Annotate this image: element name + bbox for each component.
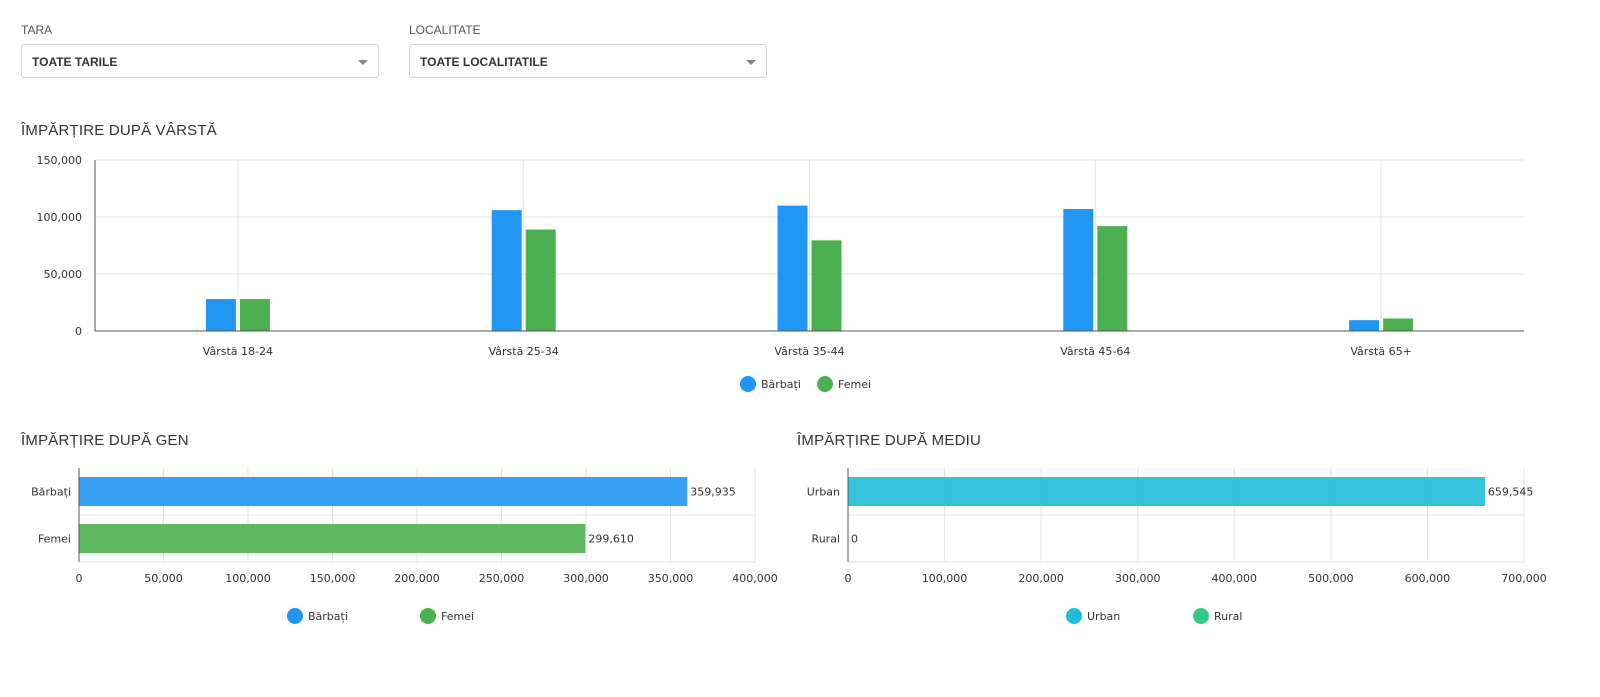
y-tick-label: Femei [38,533,71,546]
x-tick-label: 100,000 [922,572,968,585]
x-tick-label: Vârstă 25-34 [489,345,559,358]
bar-barbati [205,299,236,331]
x-tick-label: Vârstă 45-64 [1060,345,1130,358]
bar-barbati [1349,320,1380,331]
legend-marker [287,608,303,624]
x-tick-label: 300,000 [563,572,609,585]
tara-select-value: TOATE TARILE [32,55,118,69]
y-tick-label: Bărbați [31,486,71,499]
data-label: 299,610 [588,533,634,546]
data-label: 659,545 [1488,486,1534,499]
bar-femei [1383,318,1414,331]
x-tick-label: Vârstă 18-24 [203,345,273,358]
x-tick-label: 0 [76,572,83,585]
legend-marker [420,608,436,624]
legend-label: Femei [838,378,871,391]
y-tick-label: Urban [807,486,840,499]
legend-label: Bărbați [761,378,801,391]
x-tick-label: Vârstă 65+ [1350,345,1411,358]
tara-label: TARA [21,23,53,37]
x-tick-label: 200,000 [1018,572,1064,585]
age-chart-title: ÎMPĂRȚIRE DUPĂ VÂRSTĂ [21,122,217,139]
x-tick-label: Vârstă 35-44 [774,345,844,358]
x-tick-label: 0 [845,572,852,585]
y-tick-label: 0 [75,325,82,338]
y-tick-label: Rural [812,533,840,546]
bar-urban [848,477,1485,506]
localitate-label: LOCALITATE [409,23,481,37]
y-tick-label: 150,000 [37,154,83,167]
chevron-down-icon [358,60,368,65]
x-tick-label: 250,000 [479,572,525,585]
bar-femei [1097,226,1128,331]
x-tick-label: 400,000 [732,572,778,585]
bar-barbati [1063,209,1094,331]
environment-chart-title: ÎMPĂRȚIRE DUPĂ MEDIU [797,432,982,449]
y-tick-label: 100,000 [37,211,83,224]
x-tick-label: 200,000 [394,572,440,585]
legend-marker [740,376,756,392]
legend-label: Urban [1087,610,1120,623]
bar-femei [79,524,586,553]
x-tick-label: 100,000 [225,572,271,585]
bar-barbati [491,210,522,331]
tara-select[interactable]: TOATE TARILE [21,44,379,78]
x-tick-label: 150,000 [310,572,356,585]
bar-barbati [777,205,808,331]
localitate-select[interactable]: TOATE LOCALITATILE [409,44,767,78]
x-tick-label: 700,000 [1501,572,1547,585]
localitate-select-value: TOATE LOCALITATILE [420,55,548,69]
legend-marker [817,376,833,392]
x-tick-label: 600,000 [1405,572,1451,585]
x-tick-label: 500,000 [1308,572,1354,585]
bar-femei [525,229,556,331]
data-label: 359,935 [690,486,736,499]
x-tick-label: 400,000 [1212,572,1258,585]
legend-marker [1193,608,1209,624]
data-label: 0 [851,533,858,546]
x-tick-label: 50,000 [144,572,183,585]
legend-label: Femei [441,610,474,623]
gender-chart-title: ÎMPĂRȚIRE DUPĂ GEN [21,432,189,449]
bar-brbai [79,477,688,506]
legend-label: Rural [1214,610,1242,623]
x-tick-label: 350,000 [648,572,694,585]
legend-marker [1066,608,1082,624]
x-tick-label: 300,000 [1115,572,1161,585]
legend-label: Bărbați [308,610,348,623]
bar-femei [811,240,842,331]
y-tick-label: 50,000 [44,268,83,281]
bar-femei [239,299,270,331]
chevron-down-icon [746,60,756,65]
